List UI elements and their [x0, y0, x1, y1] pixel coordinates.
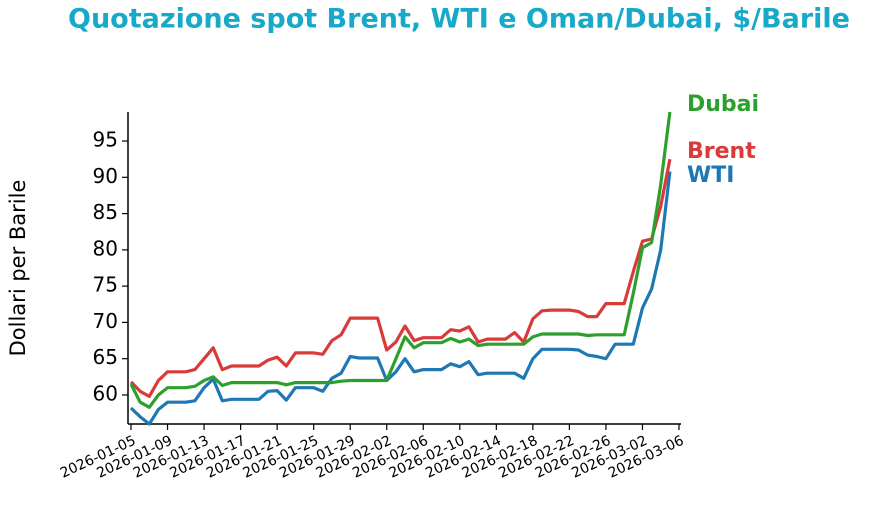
y-tick-label: 60	[93, 381, 118, 405]
y-tick-label: 70	[93, 309, 118, 333]
y-tick-label: 90	[93, 164, 118, 188]
y-tick-label: 80	[93, 236, 118, 260]
y-tick-label: 75	[93, 273, 118, 297]
series-line	[129, 171, 672, 426]
series-label: Dubai	[687, 92, 759, 117]
y-tick-label: 85	[93, 200, 118, 224]
y-tick-label: 65	[93, 345, 118, 369]
series-label: WTI	[687, 163, 734, 188]
y-axis-label: Dollari per Barile	[6, 180, 30, 357]
series-line	[129, 111, 672, 409]
y-tick-label: 95	[93, 128, 118, 152]
series-label: Brent	[687, 139, 756, 164]
series-line	[129, 158, 672, 398]
chart-title: Quotazione spot Brent, WTI e Oman/Dubai,…	[68, 4, 850, 35]
